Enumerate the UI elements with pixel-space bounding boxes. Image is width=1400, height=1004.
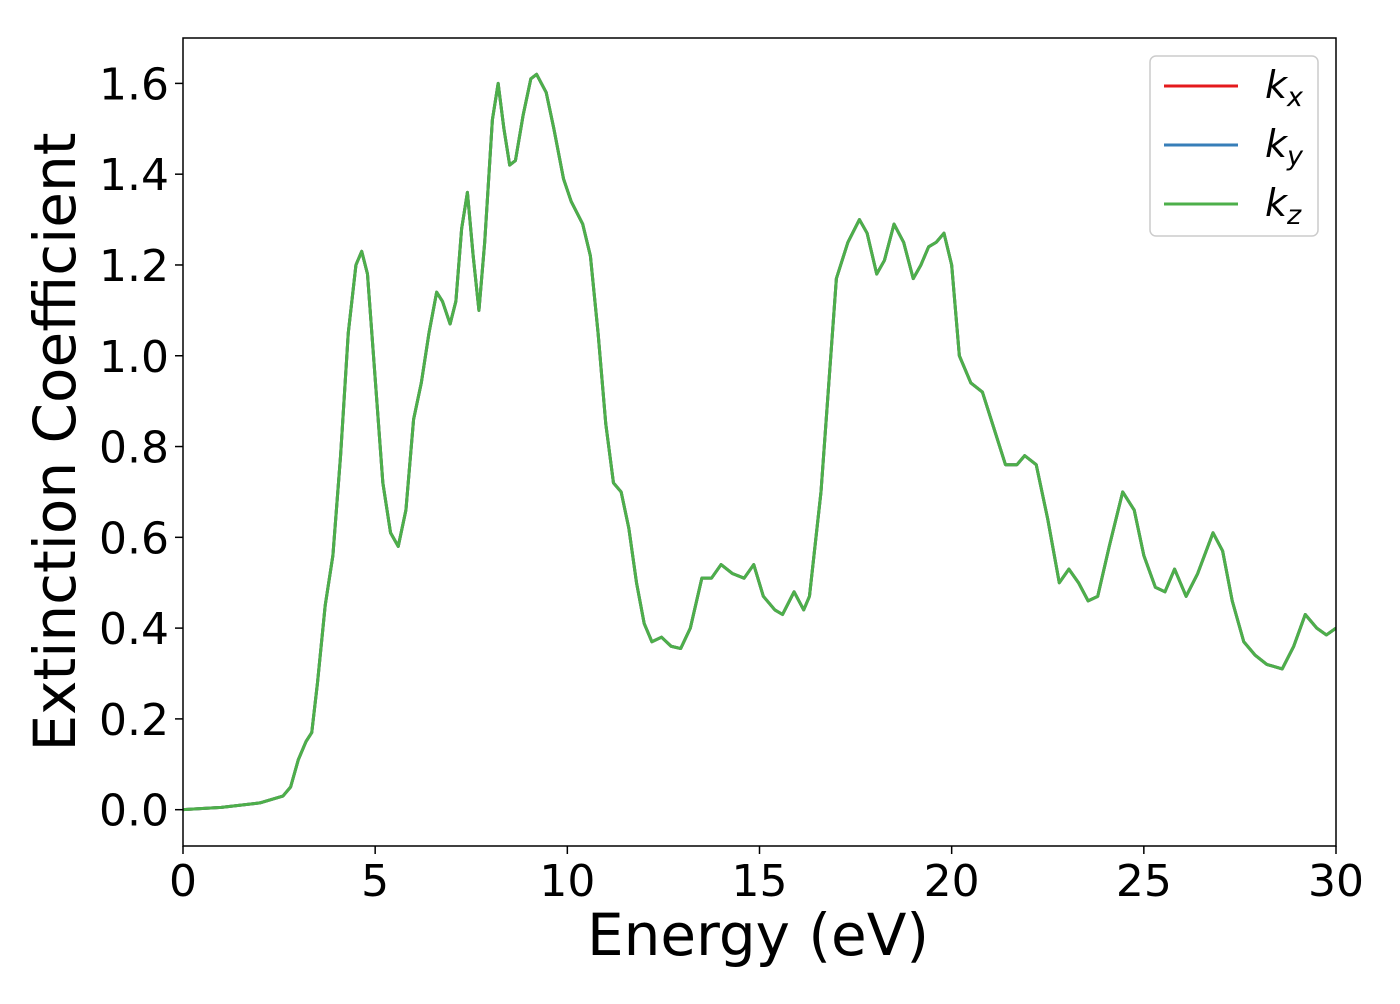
y-tick-label: 0.2 (99, 695, 169, 746)
x-tick-label: 10 (539, 856, 595, 907)
y-tick-label: 0.4 (99, 604, 169, 655)
y-tick-label: 0.6 (99, 513, 169, 564)
legend-label: kz (1265, 181, 1302, 231)
plot-frame (182, 37, 1337, 847)
x-tick-label: 0 (169, 856, 197, 907)
y-tick-label: 1.6 (99, 59, 169, 110)
x-tick-label: 15 (732, 856, 788, 907)
y-tick-label: 1.0 (99, 332, 169, 383)
y-tick-label: 1.2 (99, 241, 169, 292)
x-tick-label: 30 (1308, 856, 1364, 907)
y-tick-label: 0.8 (99, 423, 169, 474)
x-tick-label: 5 (361, 856, 389, 907)
legend-label: ky (1265, 122, 1304, 172)
series-line (183, 72, 1336, 812)
legend-label: kx (1265, 63, 1304, 113)
x-tick-label: 25 (1116, 856, 1172, 907)
y-tick-label: 0.0 (99, 786, 169, 837)
x-axis-label: Energy (eV) (587, 901, 929, 969)
x-tick-label: 20 (924, 856, 980, 907)
y-axis-label: Extinction Coefficient (21, 133, 89, 752)
y-tick-label: 1.4 (99, 150, 169, 201)
